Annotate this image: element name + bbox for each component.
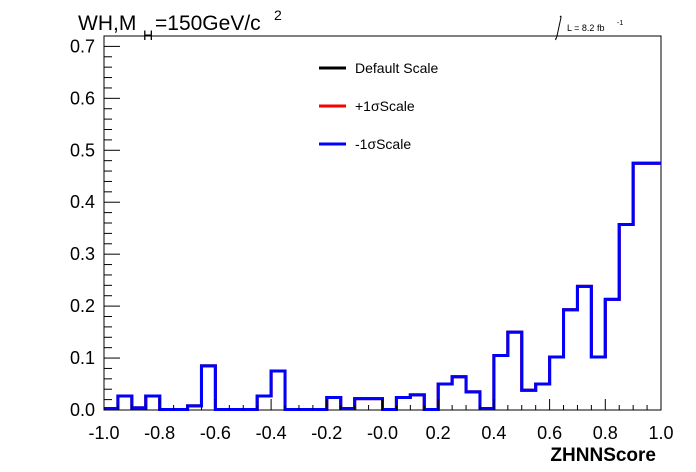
x-tick-label: -1.0 <box>88 423 119 443</box>
luminosity-label: L = 8.2 fb -1 <box>555 15 623 41</box>
title-subscript: H <box>143 27 153 43</box>
legend-label-1: +1σScale <box>355 98 415 114</box>
x-tick-label: -0.8 <box>144 423 175 443</box>
legend-label-2: -1σScale <box>355 136 411 152</box>
y-tick-label: 0.6 <box>70 88 95 108</box>
legend-label-0: Default Scale <box>355 60 438 76</box>
title-rest: =150GeV/c <box>155 12 261 35</box>
x-tick-label: -0.6 <box>200 423 231 443</box>
title-main: WH,M <box>78 12 136 35</box>
integral-sign-icon <box>555 15 562 41</box>
x-axis-label: ZHNNScore <box>550 445 656 466</box>
x-tick-label: 0.2 <box>426 423 451 443</box>
y-tick-label: 0.4 <box>70 192 95 212</box>
y-tick-label: 0.3 <box>70 244 95 264</box>
title-superscript: 2 <box>274 7 282 23</box>
x-tick-label: -0.2 <box>311 423 342 443</box>
axes-layer: -1.0 -0.8 -0.6 -0.4 -0.2 -0.0 0.2 0.4 0.6 0.8 1.0 0… <box>70 35 674 443</box>
legend: Default Scale +1σScale -1σScale <box>319 60 438 152</box>
x-tick-label: 1.0 <box>648 423 673 443</box>
x-tick-label: 0.4 <box>481 423 506 443</box>
plot-title: WH,M H =150GeV/c 2 <box>78 7 282 43</box>
y-tick-label: 0.7 <box>70 36 95 56</box>
x-tick-label: -0.4 <box>256 423 287 443</box>
x-tick-label: 0.8 <box>593 423 618 443</box>
y-tick-label: 0.2 <box>70 296 95 316</box>
y-tick-label: 0.1 <box>70 348 95 368</box>
y-tick-label: 0.5 <box>70 140 95 160</box>
y-tick-label: 0.0 <box>70 400 95 420</box>
x-tick-label: -0.0 <box>367 423 398 443</box>
lumi-text: L = 8.2 fb <box>567 23 604 33</box>
lumi-superscript: -1 <box>617 20 623 27</box>
x-tick-label: 0.6 <box>537 423 562 443</box>
